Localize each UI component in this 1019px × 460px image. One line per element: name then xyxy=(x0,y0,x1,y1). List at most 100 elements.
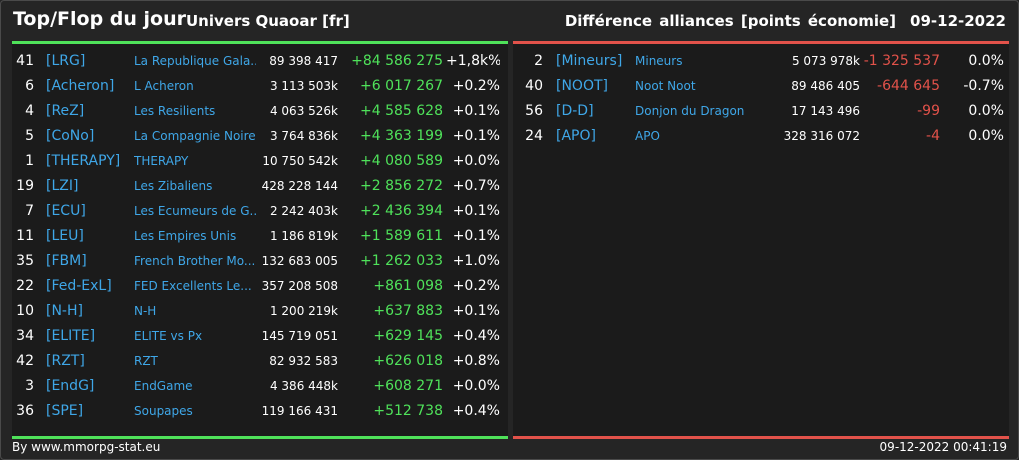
alliance-tag-link[interactable]: [NOOT] xyxy=(556,78,608,94)
alliance-tag-link[interactable]: [LZI] xyxy=(46,178,79,194)
alliance-percent: 0.0% xyxy=(968,53,1004,69)
alliance-name-link[interactable]: Donjon du Dragon xyxy=(635,104,745,118)
alliance-rank: 40 xyxy=(525,78,543,94)
alliance-name-link[interactable]: Les Resilients xyxy=(134,104,216,118)
flop-row: 2 [Mineurs] Mineurs 5 073 978k -1 325 537 0.0… xyxy=(513,49,1009,74)
page-title: Top/Flop du jour xyxy=(13,8,186,30)
alliance-name-link[interactable]: L Acheron xyxy=(134,79,194,93)
alliance-diff: +637 883 xyxy=(373,303,443,319)
alliance-points: 3 113 503k xyxy=(269,79,338,93)
alliance-tag-link[interactable]: [Acheron] xyxy=(46,78,115,94)
flop-row: 40 [NOOT] Noot Noot 89 486 405 -644 645 -0.7% xyxy=(513,74,1009,99)
alliance-rank: 24 xyxy=(525,128,543,144)
alliance-name-link[interactable]: French Brother Mo... xyxy=(134,254,256,268)
header-right: Différence alliances [points économie] 09… xyxy=(565,12,1006,30)
alliance-name-link[interactable]: La Compagnie Noire xyxy=(134,129,256,143)
alliance-points: 328 316 072 xyxy=(783,129,860,143)
alliance-tag-link[interactable]: [N-H] xyxy=(46,303,83,319)
alliance-diff: +6 017 267 xyxy=(360,78,443,94)
alliance-percent: +0.8% xyxy=(452,353,500,369)
top-row: 11 [LEU] Les Empires Unis 1 186 819k +1 589 … xyxy=(12,224,508,249)
alliance-name-link[interactable]: APO xyxy=(635,129,660,143)
alliance-rank: 41 xyxy=(16,53,34,69)
alliance-tag-link[interactable]: [Fed-ExL] xyxy=(46,278,112,294)
alliance-points: 89 398 417 xyxy=(269,54,338,68)
alliance-tag-link[interactable]: [ReZ] xyxy=(46,103,85,119)
alliance-tag-link[interactable]: [EndG] xyxy=(46,378,95,394)
alliance-rank: 36 xyxy=(16,403,34,419)
alliance-percent: +0.1% xyxy=(452,203,500,219)
alliance-name-link[interactable]: Noot Noot xyxy=(635,79,696,93)
top-row: 34 [ELITE] ELITE vs Px 145 719 051 +629 145 +… xyxy=(12,324,508,349)
alliance-rank: 3 xyxy=(25,378,34,394)
alliance-tag-link[interactable]: [THERAPY] xyxy=(46,153,121,169)
alliance-points: 119 166 431 xyxy=(261,404,338,418)
alliance-percent: +1.0% xyxy=(452,253,500,269)
alliance-name-link[interactable]: EndGame xyxy=(134,379,193,393)
alliance-diff: +626 018 xyxy=(373,353,443,369)
top-row: 42 [RZT] RZT 82 932 583 +626 018 +0.8% xyxy=(12,349,508,374)
alliance-diff: +1 262 033 xyxy=(360,253,443,269)
alliance-name-link[interactable]: Soupapes xyxy=(134,404,193,418)
alliance-points: 428 228 144 xyxy=(261,179,338,193)
alliance-diff: +4 585 628 xyxy=(360,103,443,119)
alliance-name-link[interactable]: THERAPY xyxy=(134,154,189,168)
alliance-name-link[interactable]: ELITE vs Px xyxy=(134,329,203,343)
alliance-points: 1 186 819k xyxy=(269,229,338,243)
alliance-tag-link[interactable]: [LRG] xyxy=(46,53,86,69)
alliance-percent: +0.2% xyxy=(452,278,500,294)
alliance-points: 17 143 496 xyxy=(791,104,860,118)
alliance-points: 1 200 219k xyxy=(269,304,338,318)
alliance-diff: -644 645 xyxy=(877,78,940,94)
alliance-tag-link[interactable]: [D-D] xyxy=(556,103,594,119)
alliance-diff: +629 145 xyxy=(373,328,443,344)
alliance-rank: 10 xyxy=(16,303,34,319)
alliance-name-link[interactable]: Les Ecumeurs de G... xyxy=(134,204,256,218)
alliance-name-link[interactable]: La Republique Gala... xyxy=(134,54,256,68)
alliance-tag-link[interactable]: [LEU] xyxy=(46,228,84,244)
alliance-percent: 0.0% xyxy=(968,128,1004,144)
top-row: 3 [EndG] EndGame 4 386 448k +608 271 +0.0% xyxy=(12,374,508,399)
alliance-points: 2 242 403k xyxy=(269,204,338,218)
alliance-percent: +0.7% xyxy=(452,178,500,194)
alliance-tag-link[interactable]: [ECU] xyxy=(46,203,86,219)
alliance-points: 4 063 526k xyxy=(269,104,338,118)
alliance-diff: +1 589 611 xyxy=(360,228,443,244)
top-panel: 41 [LRG] La Republique Gala... 89 398 417 +8… xyxy=(12,41,508,439)
alliance-points: 82 932 583 xyxy=(269,354,338,368)
alliance-rank: 19 xyxy=(16,178,34,194)
alliance-tag-link[interactable]: [ELITE] xyxy=(46,328,96,344)
alliance-diff: +512 738 xyxy=(373,403,443,419)
alliance-rank: 34 xyxy=(16,328,34,344)
alliance-name-link[interactable]: N-H xyxy=(134,304,157,318)
alliance-points: 145 719 051 xyxy=(261,329,338,343)
alliance-tag-link[interactable]: [APO] xyxy=(556,128,596,144)
alliance-diff: +2 856 272 xyxy=(360,178,443,194)
alliance-tag-link[interactable]: [CoNo] xyxy=(46,128,95,144)
top-row: 41 [LRG] La Republique Gala... 89 398 417 +8… xyxy=(12,49,508,74)
alliance-percent: +0.0% xyxy=(452,378,500,394)
alliance-rank: 5 xyxy=(25,128,34,144)
flop-row: 24 [APO] APO 328 316 072 -4 0.0% xyxy=(513,124,1009,149)
alliance-percent: +0.1% xyxy=(452,303,500,319)
alliance-name-link[interactable]: RZT xyxy=(134,354,158,368)
category-label: Différence alliances [points économie] xyxy=(564,12,897,30)
alliance-diff: +608 271 xyxy=(373,378,443,394)
top-row: 6 [Acheron] L Acheron 3 113 503k +6 017 267 +… xyxy=(12,74,508,99)
alliance-diff: -99 xyxy=(917,103,940,119)
top-row: 19 [LZI] Les Zibaliens 428 228 144 +2 856 27… xyxy=(12,174,508,199)
alliance-name-link[interactable]: FED Excellents Le... xyxy=(134,279,252,293)
alliance-tag-link[interactable]: [SPE] xyxy=(46,403,84,419)
alliance-tag-link[interactable]: [Mineurs] xyxy=(556,53,623,69)
alliance-name-link[interactable]: Les Zibaliens xyxy=(134,179,213,193)
alliance-rank: 35 xyxy=(16,253,34,269)
alliance-name-link[interactable]: Mineurs xyxy=(635,54,683,68)
alliance-name-link[interactable]: Les Empires Unis xyxy=(134,229,237,243)
alliance-percent: +0.4% xyxy=(452,328,500,344)
alliance-points: 357 208 508 xyxy=(261,279,338,293)
alliance-tag-link[interactable]: [FBM] xyxy=(46,253,87,269)
alliance-percent: +0.1% xyxy=(452,228,500,244)
alliance-tag-link[interactable]: [RZT] xyxy=(46,353,85,369)
header-date: 09-12-2022 xyxy=(910,12,1006,30)
alliance-rank: 2 xyxy=(534,53,543,69)
